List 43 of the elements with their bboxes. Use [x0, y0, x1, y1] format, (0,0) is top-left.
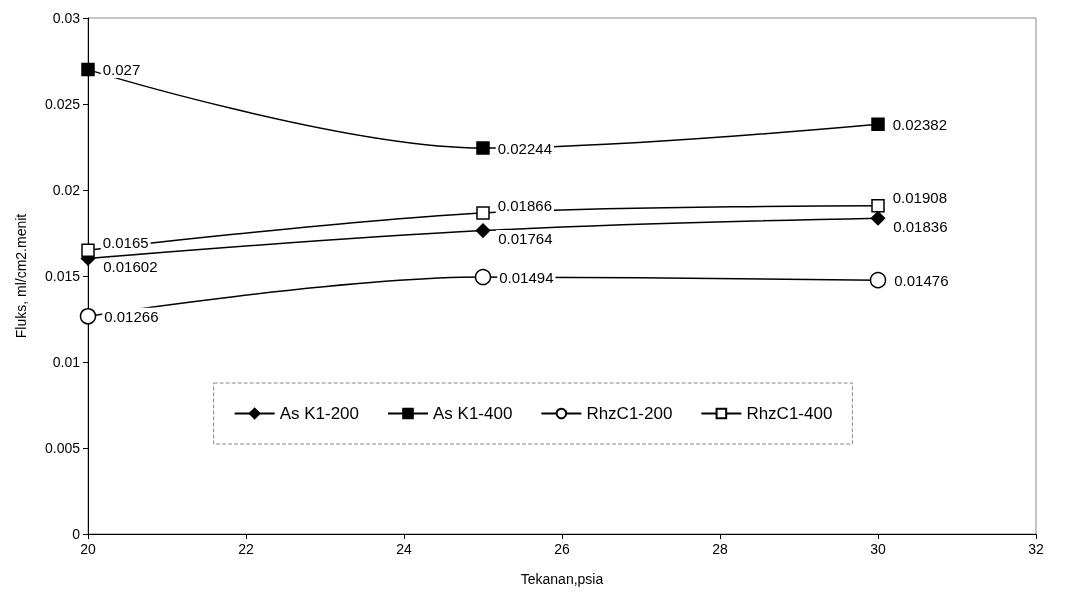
x-tick-label: 28: [712, 541, 728, 557]
x-tick-label: 32: [1028, 541, 1044, 557]
point: [81, 62, 95, 77]
point: [474, 268, 492, 286]
legend-label: RhzC1-200: [586, 404, 673, 423]
y-tick-label: 0.015: [44, 268, 81, 284]
x-tick-label: 20: [80, 541, 96, 557]
data-label: 0.027: [102, 61, 141, 79]
x-tick-label: 26: [554, 541, 570, 557]
y-axis-title: Fluks, ml/cm2.menit: [13, 213, 29, 339]
data-label: 0.01602: [103, 257, 158, 275]
point: [81, 243, 95, 257]
y-tick-label: 0.005: [44, 440, 81, 456]
data-label: 0.01764: [498, 230, 553, 248]
data-label: 0.01266: [104, 307, 159, 325]
x-tick-label: 24: [396, 541, 412, 557]
data-label: 0.02244: [497, 139, 552, 157]
y-tick-label: 0.025: [44, 96, 81, 112]
point: [871, 199, 885, 213]
point: [870, 210, 886, 226]
data-label: 0.01866: [497, 196, 552, 214]
x-tick-label: 22: [238, 541, 254, 557]
point: [476, 206, 490, 220]
y-tick-label: 0.02: [52, 182, 81, 198]
point: [475, 223, 491, 238]
data-label: 0.02382: [892, 115, 947, 133]
data-label: 0.0165: [102, 233, 149, 251]
data-label: 0.01908: [892, 189, 947, 207]
y-tick-label: 0: [72, 526, 81, 542]
point: [871, 117, 885, 132]
y-tick-label: 0.03: [52, 10, 81, 26]
point: [476, 141, 490, 155]
data-label: 0.01476: [894, 271, 949, 289]
legend-label: As K1-400: [433, 404, 513, 423]
y-tick-label: 0.01: [52, 354, 81, 370]
point: [79, 308, 97, 325]
x-axis-title: Tekanan,psia: [520, 571, 604, 587]
x-tick-label: 30: [870, 541, 886, 557]
point: [869, 271, 887, 289]
legend-label: As K1-200: [279, 404, 360, 423]
legend-label: RhzC1-400: [746, 404, 833, 423]
data-label: 0.01494: [499, 268, 554, 286]
data-label: 0.01836: [893, 217, 948, 235]
